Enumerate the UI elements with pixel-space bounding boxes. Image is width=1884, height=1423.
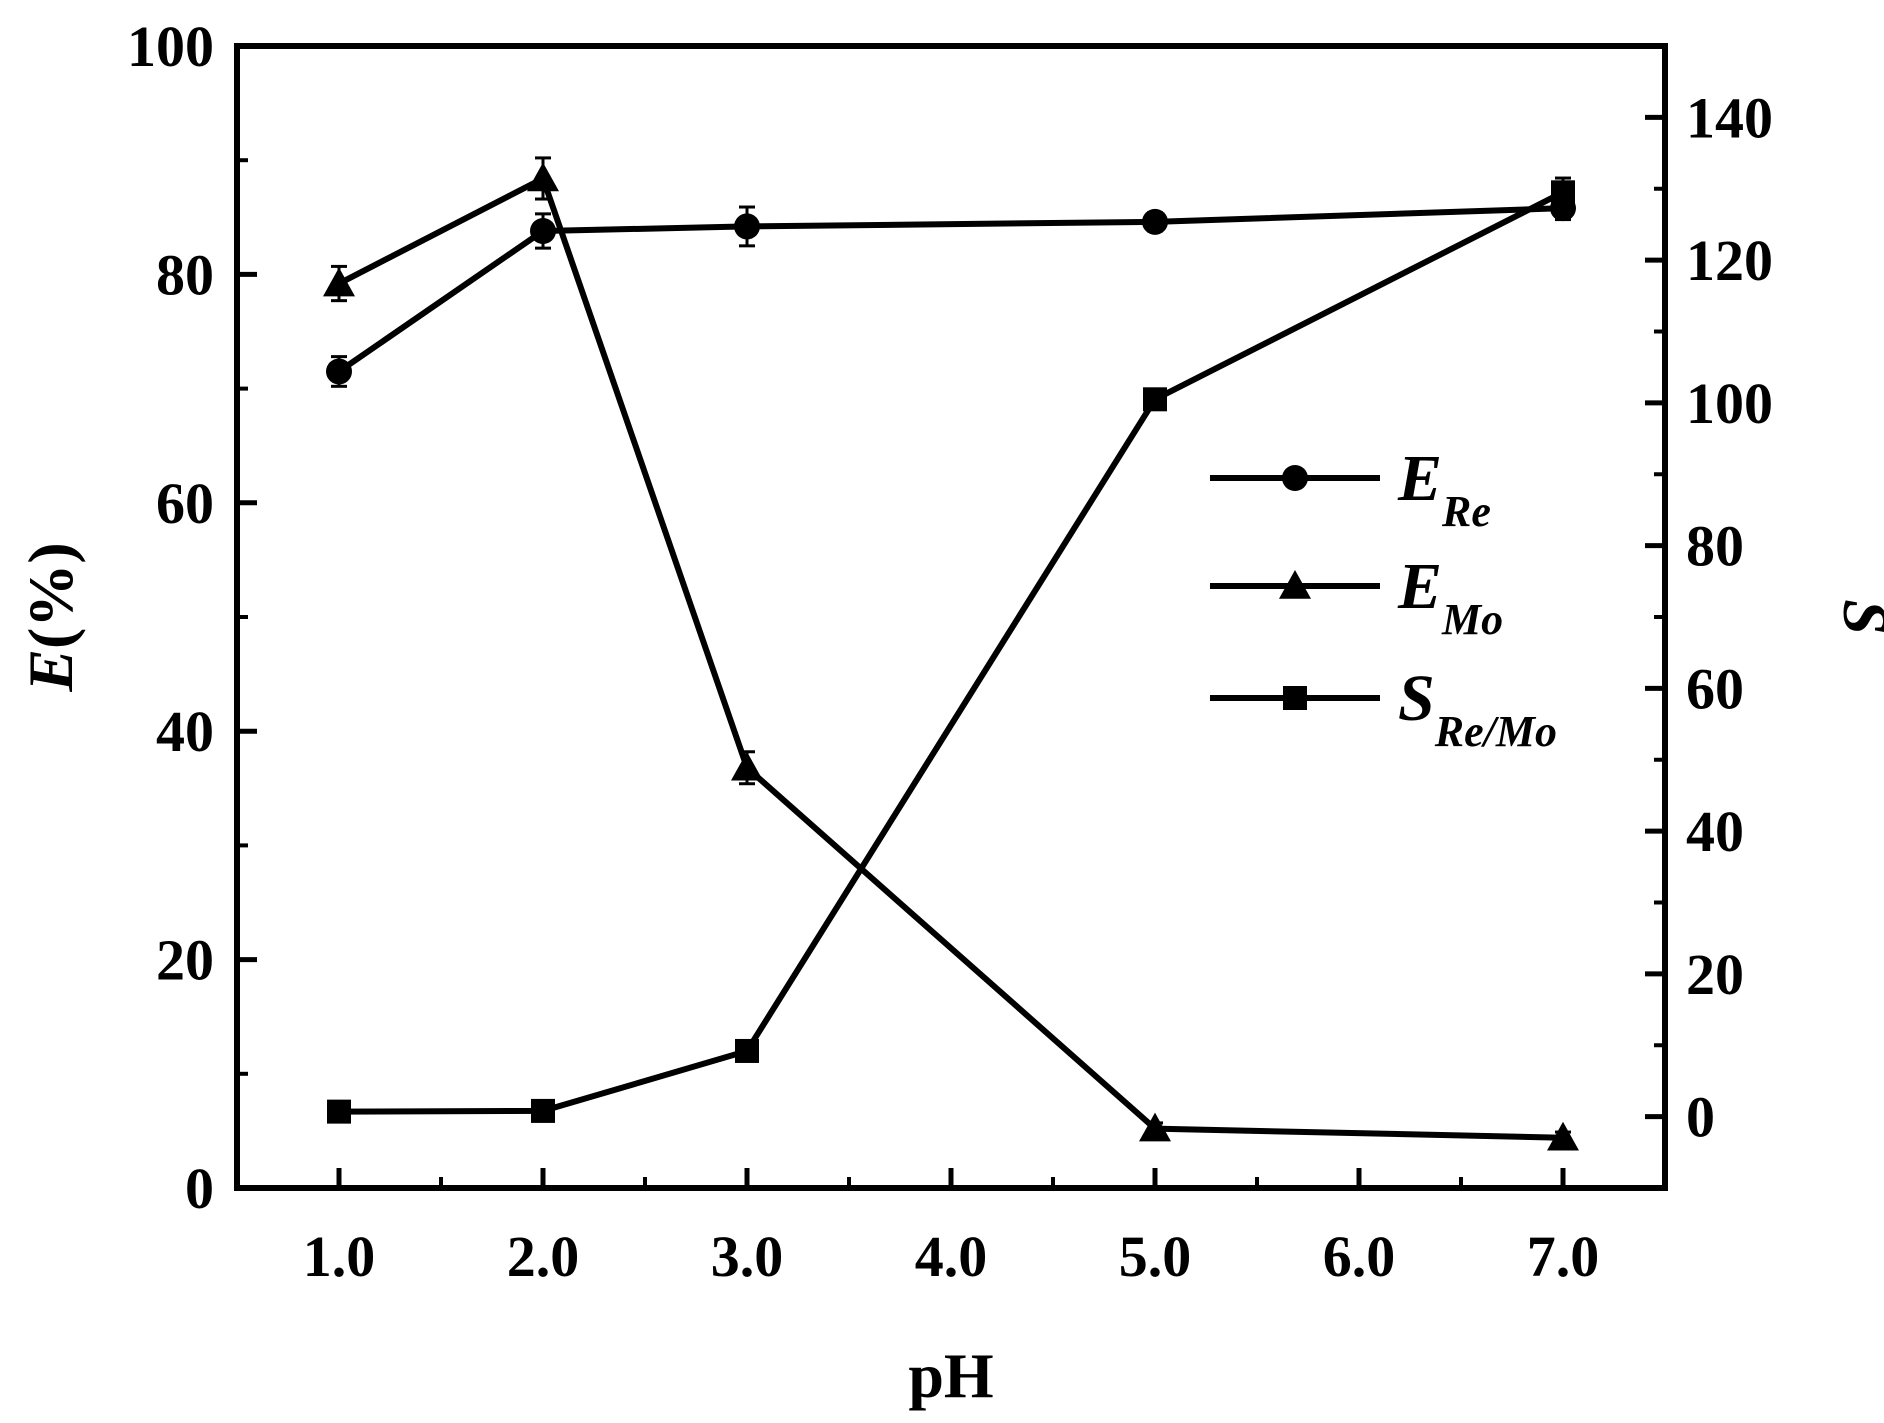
data-point-re <box>530 218 556 245</box>
left-y-axis-title-symbol: E <box>15 649 86 693</box>
x-tick-label: 4.0 <box>915 1224 988 1289</box>
data-point-re <box>734 213 760 240</box>
legend-marker-mo <box>1279 570 1311 599</box>
axes-layer: 1.0 2.0 3.0 4.0 5.0 6.0 7.0 0 20 40 60 80 100 0 20 40 60… <box>127 14 1773 1289</box>
legend-label-mo: EMo <box>1397 550 1503 644</box>
legend-marker-re <box>1282 465 1308 491</box>
right-y-tick-label: 60 <box>1686 656 1744 721</box>
data-point-re-mo <box>735 1038 759 1063</box>
legend-label-symbol: S <box>1398 662 1435 735</box>
right-y-tick-label: 100 <box>1686 371 1773 436</box>
legend-label-subscript: Re <box>1441 487 1491 536</box>
series-line-re <box>337 205 1564 374</box>
legend-label-subscript: Mo <box>1441 595 1503 644</box>
x-tick-label: 2.0 <box>507 1224 580 1289</box>
left-y-tick-label: 60 <box>156 471 214 536</box>
data-point-mo <box>731 751 763 781</box>
data-point-mo <box>527 162 559 192</box>
data-point-re-mo <box>1143 387 1167 412</box>
legend-label-symbol: E <box>1397 550 1442 623</box>
series-line-re-mo <box>338 189 1565 1115</box>
data-point-re-mo <box>327 1099 351 1124</box>
right-y-tick-label: 0 <box>1686 1085 1715 1150</box>
legend-label-re-mo: SRe/Mo <box>1398 662 1557 756</box>
right-y-tick-label: 80 <box>1686 514 1744 579</box>
left-y-axis-title-unit: (%) <box>15 542 86 649</box>
x-tick-label: 3.0 <box>711 1224 784 1289</box>
data-point-mo <box>1139 1112 1171 1142</box>
data-point-re <box>326 358 352 385</box>
left-y-tick-label: 100 <box>127 14 214 79</box>
legend-label-re: ERe <box>1397 442 1491 536</box>
x-tick-label: 5.0 <box>1119 1224 1192 1289</box>
data-point-mo <box>1547 1121 1579 1151</box>
left-y-tick-label: 80 <box>156 242 214 307</box>
left-y-tick-label: 0 <box>185 1156 214 1221</box>
right-y-tick-label: 40 <box>1686 799 1744 864</box>
plot-layer <box>323 156 1579 1151</box>
legend-label-subscript: Re/Mo <box>1434 707 1557 756</box>
data-point-re-mo <box>531 1098 555 1123</box>
x-tick-label: 6.0 <box>1323 1224 1396 1289</box>
x-tick-label: 1.0 <box>303 1224 376 1289</box>
series-line-mo <box>337 174 1564 1141</box>
data-point-mo <box>323 267 355 297</box>
x-axis-title: pH <box>908 1340 993 1411</box>
left-y-tick-label: 20 <box>156 928 214 993</box>
legend-label-symbol: E <box>1397 442 1442 515</box>
left-y-axis-title: E(%) <box>15 542 86 692</box>
right-y-tick-label: 120 <box>1686 228 1773 293</box>
right-y-tick-label: 20 <box>1686 942 1744 1007</box>
data-point-re <box>1142 208 1168 235</box>
left-y-tick-label: 40 <box>156 699 214 764</box>
right-y-axis-title: S <box>1830 599 1884 635</box>
legend-marker-re-mo <box>1283 686 1307 710</box>
x-tick-label: 7.0 <box>1527 1224 1600 1289</box>
data-point-re-mo <box>1551 180 1575 205</box>
right-y-tick-label: 140 <box>1686 85 1773 150</box>
